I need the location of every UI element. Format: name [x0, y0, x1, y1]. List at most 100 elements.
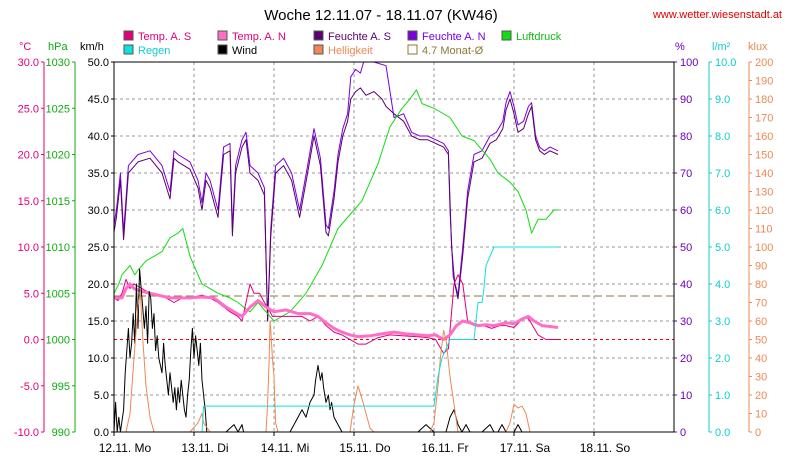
tick-rain-7: 3.0 — [715, 316, 730, 328]
tick-wind-1: 45.0 — [88, 94, 109, 106]
tick-wind-7: 15.0 — [88, 316, 109, 328]
x-tick-1: 13.11. Di — [181, 441, 228, 455]
legend-swatch-temp_n — [217, 30, 228, 41]
tick-lux-18: 20 — [755, 390, 767, 402]
legend-swatch-wind — [217, 44, 228, 55]
series-regen — [114, 246, 558, 433]
plot-frame — [113, 61, 675, 433]
axes: 30.025.020.015.010.05.00.0-5.0-10.010301… — [14, 57, 773, 455]
tick-rain-8: 2.0 — [715, 353, 730, 365]
tick-humidity-10: 0 — [680, 427, 686, 439]
tick-rain-5: 5.0 — [715, 242, 730, 254]
tick-humidity-2: 80 — [680, 131, 692, 143]
tick-temp-4: 10.0 — [18, 242, 39, 254]
tick-pressure-7: 995 — [52, 381, 70, 393]
legend-swatch-monat — [407, 44, 418, 55]
tick-rain-3: 7.0 — [715, 168, 730, 180]
legend-label-temp_n: Temp. A. N — [232, 31, 286, 43]
legend-label-helligkeit: Helligkeit — [328, 45, 373, 57]
legend-swatch-luftdruck — [501, 30, 512, 41]
tick-temp-0: 30.0 — [18, 57, 39, 69]
tick-lux-12: 80 — [755, 279, 767, 291]
series-feuchte_s — [113, 87, 559, 322]
tick-temp-5: 5.0 — [24, 288, 39, 300]
series-wind — [113, 268, 558, 433]
tick-pressure-5: 1005 — [46, 288, 70, 300]
tick-rain-4: 6.0 — [715, 205, 730, 217]
tick-lux-13: 70 — [755, 298, 767, 310]
legend-swatch-feuchte_s — [313, 30, 324, 41]
tick-wind-3: 35.0 — [88, 168, 109, 180]
tick-wind-2: 40.0 — [88, 131, 109, 143]
tick-rain-0: 10.0 — [715, 57, 736, 69]
tick-wind-4: 30.0 — [88, 205, 109, 217]
tick-wind-0: 50.0 — [88, 57, 109, 69]
legend-swatch-feuchte_n — [407, 30, 418, 41]
tick-lux-6: 140 — [755, 168, 773, 180]
legend-label-regen: Regen — [138, 45, 170, 57]
grid — [114, 62, 674, 432]
axis-unit-pressure: hPa — [48, 41, 68, 53]
tick-humidity-1: 90 — [680, 94, 692, 106]
tick-lux-19: 10 — [755, 409, 767, 421]
legend-label-wind: Wind — [232, 45, 257, 57]
tick-lux-14: 60 — [755, 316, 767, 328]
tick-lux-20: 0 — [755, 427, 761, 439]
tick-humidity-8: 20 — [680, 353, 692, 365]
tick-lux-10: 100 — [755, 242, 773, 254]
tick-rain-6: 4.0 — [715, 279, 730, 291]
tick-pressure-2: 1020 — [46, 150, 70, 162]
tick-lux-11: 90 — [755, 261, 767, 273]
axis-unit-wind: km/h — [80, 41, 104, 53]
tick-humidity-4: 60 — [680, 205, 692, 217]
series-layer — [113, 61, 559, 433]
tick-lux-0: 200 — [755, 57, 773, 69]
tick-lux-5: 150 — [755, 150, 773, 162]
tick-pressure-0: 1030 — [46, 57, 70, 69]
tick-lux-16: 40 — [755, 353, 767, 365]
tick-lux-1: 190 — [755, 76, 773, 88]
axis-unit-temp: °C — [19, 41, 31, 53]
chart-title: Woche 12.11.07 - 18.11.07 (KW46) — [264, 7, 497, 24]
legend-swatch-temp_s — [123, 30, 134, 41]
tick-humidity-3: 70 — [680, 168, 692, 180]
tick-rain-10: 0.0 — [715, 427, 730, 439]
tick-lux-7: 130 — [755, 187, 773, 199]
tick-lux-15: 50 — [755, 335, 767, 347]
tick-humidity-0: 100 — [680, 57, 698, 69]
source-url: www.wetter.wiesenstadt.at — [652, 9, 782, 21]
tick-lux-3: 170 — [755, 113, 773, 125]
tick-wind-10: 0.0 — [94, 427, 109, 439]
axis-unit-humidity: % — [675, 41, 685, 53]
legend-label-monat: 4.7 Monat-Ø — [422, 45, 484, 57]
tick-pressure-3: 1015 — [46, 196, 70, 208]
tick-wind-5: 25.0 — [88, 242, 109, 254]
tick-humidity-6: 40 — [680, 279, 692, 291]
legend-swatch-helligkeit — [313, 44, 324, 55]
tick-pressure-6: 1000 — [46, 335, 70, 347]
legend-label-feuchte_n: Feuchte A. N — [422, 31, 486, 43]
legend-label-luftdruck: Luftdruck — [516, 31, 562, 43]
tick-temp-2: 20.0 — [18, 150, 39, 162]
x-tick-5: 17.11. Sa — [500, 441, 551, 455]
axis-unit-lux: klux — [748, 41, 768, 53]
tick-rain-1: 9.0 — [715, 94, 730, 106]
tick-pressure-4: 1010 — [46, 242, 70, 254]
series-temp_s — [113, 274, 558, 354]
tick-humidity-7: 30 — [680, 316, 692, 328]
legend: Temp. A. S Temp. A. N Feuchte A. S Feuchte … — [123, 30, 562, 57]
tick-lux-9: 110 — [755, 224, 773, 236]
tick-lux-2: 180 — [755, 94, 773, 106]
tick-lux-4: 160 — [755, 131, 773, 143]
x-tick-2: 14.11. Mi — [261, 441, 309, 455]
tick-lux-17: 30 — [755, 372, 767, 384]
tick-temp-8: -10.0 — [14, 427, 39, 439]
legend-swatch-regen — [123, 44, 134, 55]
legend-label-feuchte_s: Feuchte A. S — [328, 31, 391, 43]
axis-unit-rain: l/m² — [712, 41, 731, 53]
tick-humidity-9: 10 — [680, 390, 692, 402]
x-tick-3: 15.11. Do — [339, 441, 390, 455]
x-tick-6: 18.11. So — [580, 441, 631, 455]
series-luftdruck — [113, 89, 558, 322]
